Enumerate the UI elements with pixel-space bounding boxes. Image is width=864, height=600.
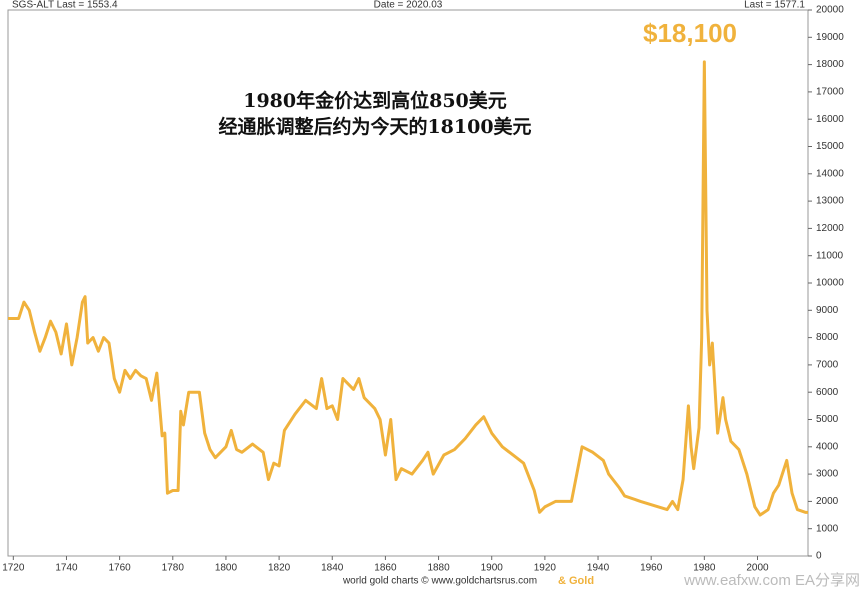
y-tick-label: 18000	[816, 59, 844, 70]
watermark: www.eafxw.com EA分享网	[683, 572, 860, 589]
x-tick-label: 1980	[693, 563, 716, 574]
y-tick-label: 19000	[816, 32, 844, 43]
y-tick-label: 2000	[816, 496, 839, 507]
x-tick-label: 1900	[481, 563, 504, 574]
y-tick-label: 11000	[816, 250, 844, 261]
y-tick-label: 3000	[816, 469, 839, 480]
y-tick-label: 1000	[816, 523, 839, 534]
y-tick-label: 15000	[816, 141, 844, 152]
x-tick-label: 1840	[321, 563, 344, 574]
header-right: Last = 1577.1	[744, 0, 805, 11]
y-tick-label: 7000	[816, 360, 839, 371]
header-center: Date = 2020.03	[374, 0, 443, 11]
y-tick-label: 17000	[816, 87, 844, 98]
y-tick-label: 8000	[816, 332, 839, 343]
x-tick-label: 1860	[374, 563, 397, 574]
y-tick-label: 16000	[816, 114, 844, 125]
x-tick-label: 1720	[2, 563, 25, 574]
header-left: SGS-ALT Last = 1553.4	[12, 0, 118, 11]
y-tick-label: 5000	[816, 414, 839, 425]
y-tick-label: 12000	[816, 223, 844, 234]
x-tick-label: 2000	[746, 563, 769, 574]
credit: world gold charts © www.goldchartsrus.co…	[342, 576, 537, 587]
y-tick-label: 9000	[816, 305, 839, 316]
y-tick-label: 20000	[816, 5, 844, 16]
y-tick-label: 4000	[816, 441, 839, 452]
x-tick-label: 1960	[640, 563, 663, 574]
brand: & Gold	[558, 575, 594, 587]
x-tick-label: 1940	[587, 563, 610, 574]
plot-area	[7, 9, 809, 557]
y-tick-label: 10000	[816, 278, 844, 289]
series-line	[8, 60, 808, 517]
x-tick-label: 1780	[162, 563, 185, 574]
x-tick-label: 1740	[55, 563, 78, 574]
peak-label: $18,100	[643, 18, 737, 48]
x-tick-label: 1880	[427, 563, 450, 574]
y-tick-label: 0	[816, 551, 822, 562]
y-tick-label: 13000	[816, 196, 844, 207]
x-tick-label: 1820	[268, 563, 291, 574]
annotation: 1980年金价达到高位850美元	[243, 89, 507, 112]
y-tick-label: 6000	[816, 387, 839, 398]
y-tick-label: 14000	[816, 168, 844, 179]
annotation: 经通胀调整后约为今天的18100美元	[218, 115, 531, 138]
x-tick-label: 1920	[534, 563, 557, 574]
x-tick-label: 1760	[109, 563, 132, 574]
x-tick-label: 1800	[215, 563, 238, 574]
